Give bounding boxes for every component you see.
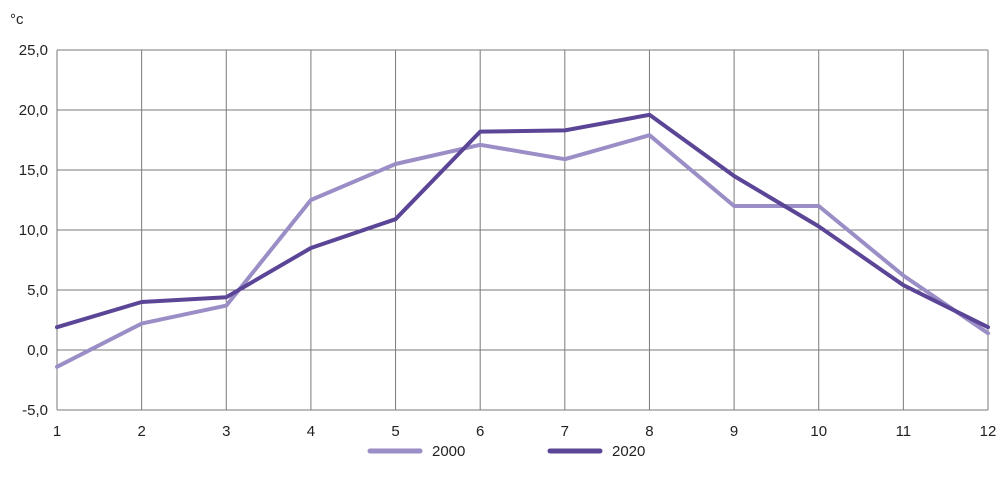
legend: 2000 2020 — [367, 443, 645, 460]
x-tick-label: 2 — [137, 423, 145, 440]
y-tick-label: -5,0 — [22, 402, 48, 419]
x-tick-label: 6 — [476, 423, 484, 440]
series-line-2020 — [55, 112, 990, 330]
x-tick-label: 5 — [391, 423, 399, 440]
x-tick-label: 11 — [896, 423, 912, 440]
y-tick-label: 0,0 — [27, 342, 48, 359]
x-axis-ticks: 1 2 3 4 5 6 7 8 9 10 11 12 — [53, 423, 997, 440]
y-tick-label: 15,0 — [19, 162, 48, 179]
x-tick-label: 7 — [561, 423, 569, 440]
x-tick-label: 3 — [222, 423, 230, 440]
x-tick-label: 12 — [980, 423, 997, 440]
x-tick-label: 8 — [645, 423, 653, 440]
grid — [56, 49, 989, 411]
y-tick-label: 10,0 — [19, 222, 48, 239]
y-tick-label: 20,0 — [19, 102, 48, 119]
series — [55, 112, 990, 369]
x-tick-label: 9 — [730, 423, 738, 440]
y-tick-label: 5,0 — [27, 282, 48, 299]
legend-label: 2020 — [612, 443, 645, 460]
x-tick-label: 1 — [53, 423, 61, 440]
series-line-2000 — [55, 133, 990, 369]
x-tick-label: 4 — [307, 423, 315, 440]
y-unit-label: °c — [10, 11, 24, 28]
y-axis-ticks: -5,0 0,0 5,0 10,0 15,0 20,0 25,0 — [19, 42, 48, 419]
y-tick-label: 25,0 — [19, 42, 48, 59]
legend-label: 2000 — [432, 443, 465, 460]
x-tick-label: 10 — [810, 423, 827, 440]
